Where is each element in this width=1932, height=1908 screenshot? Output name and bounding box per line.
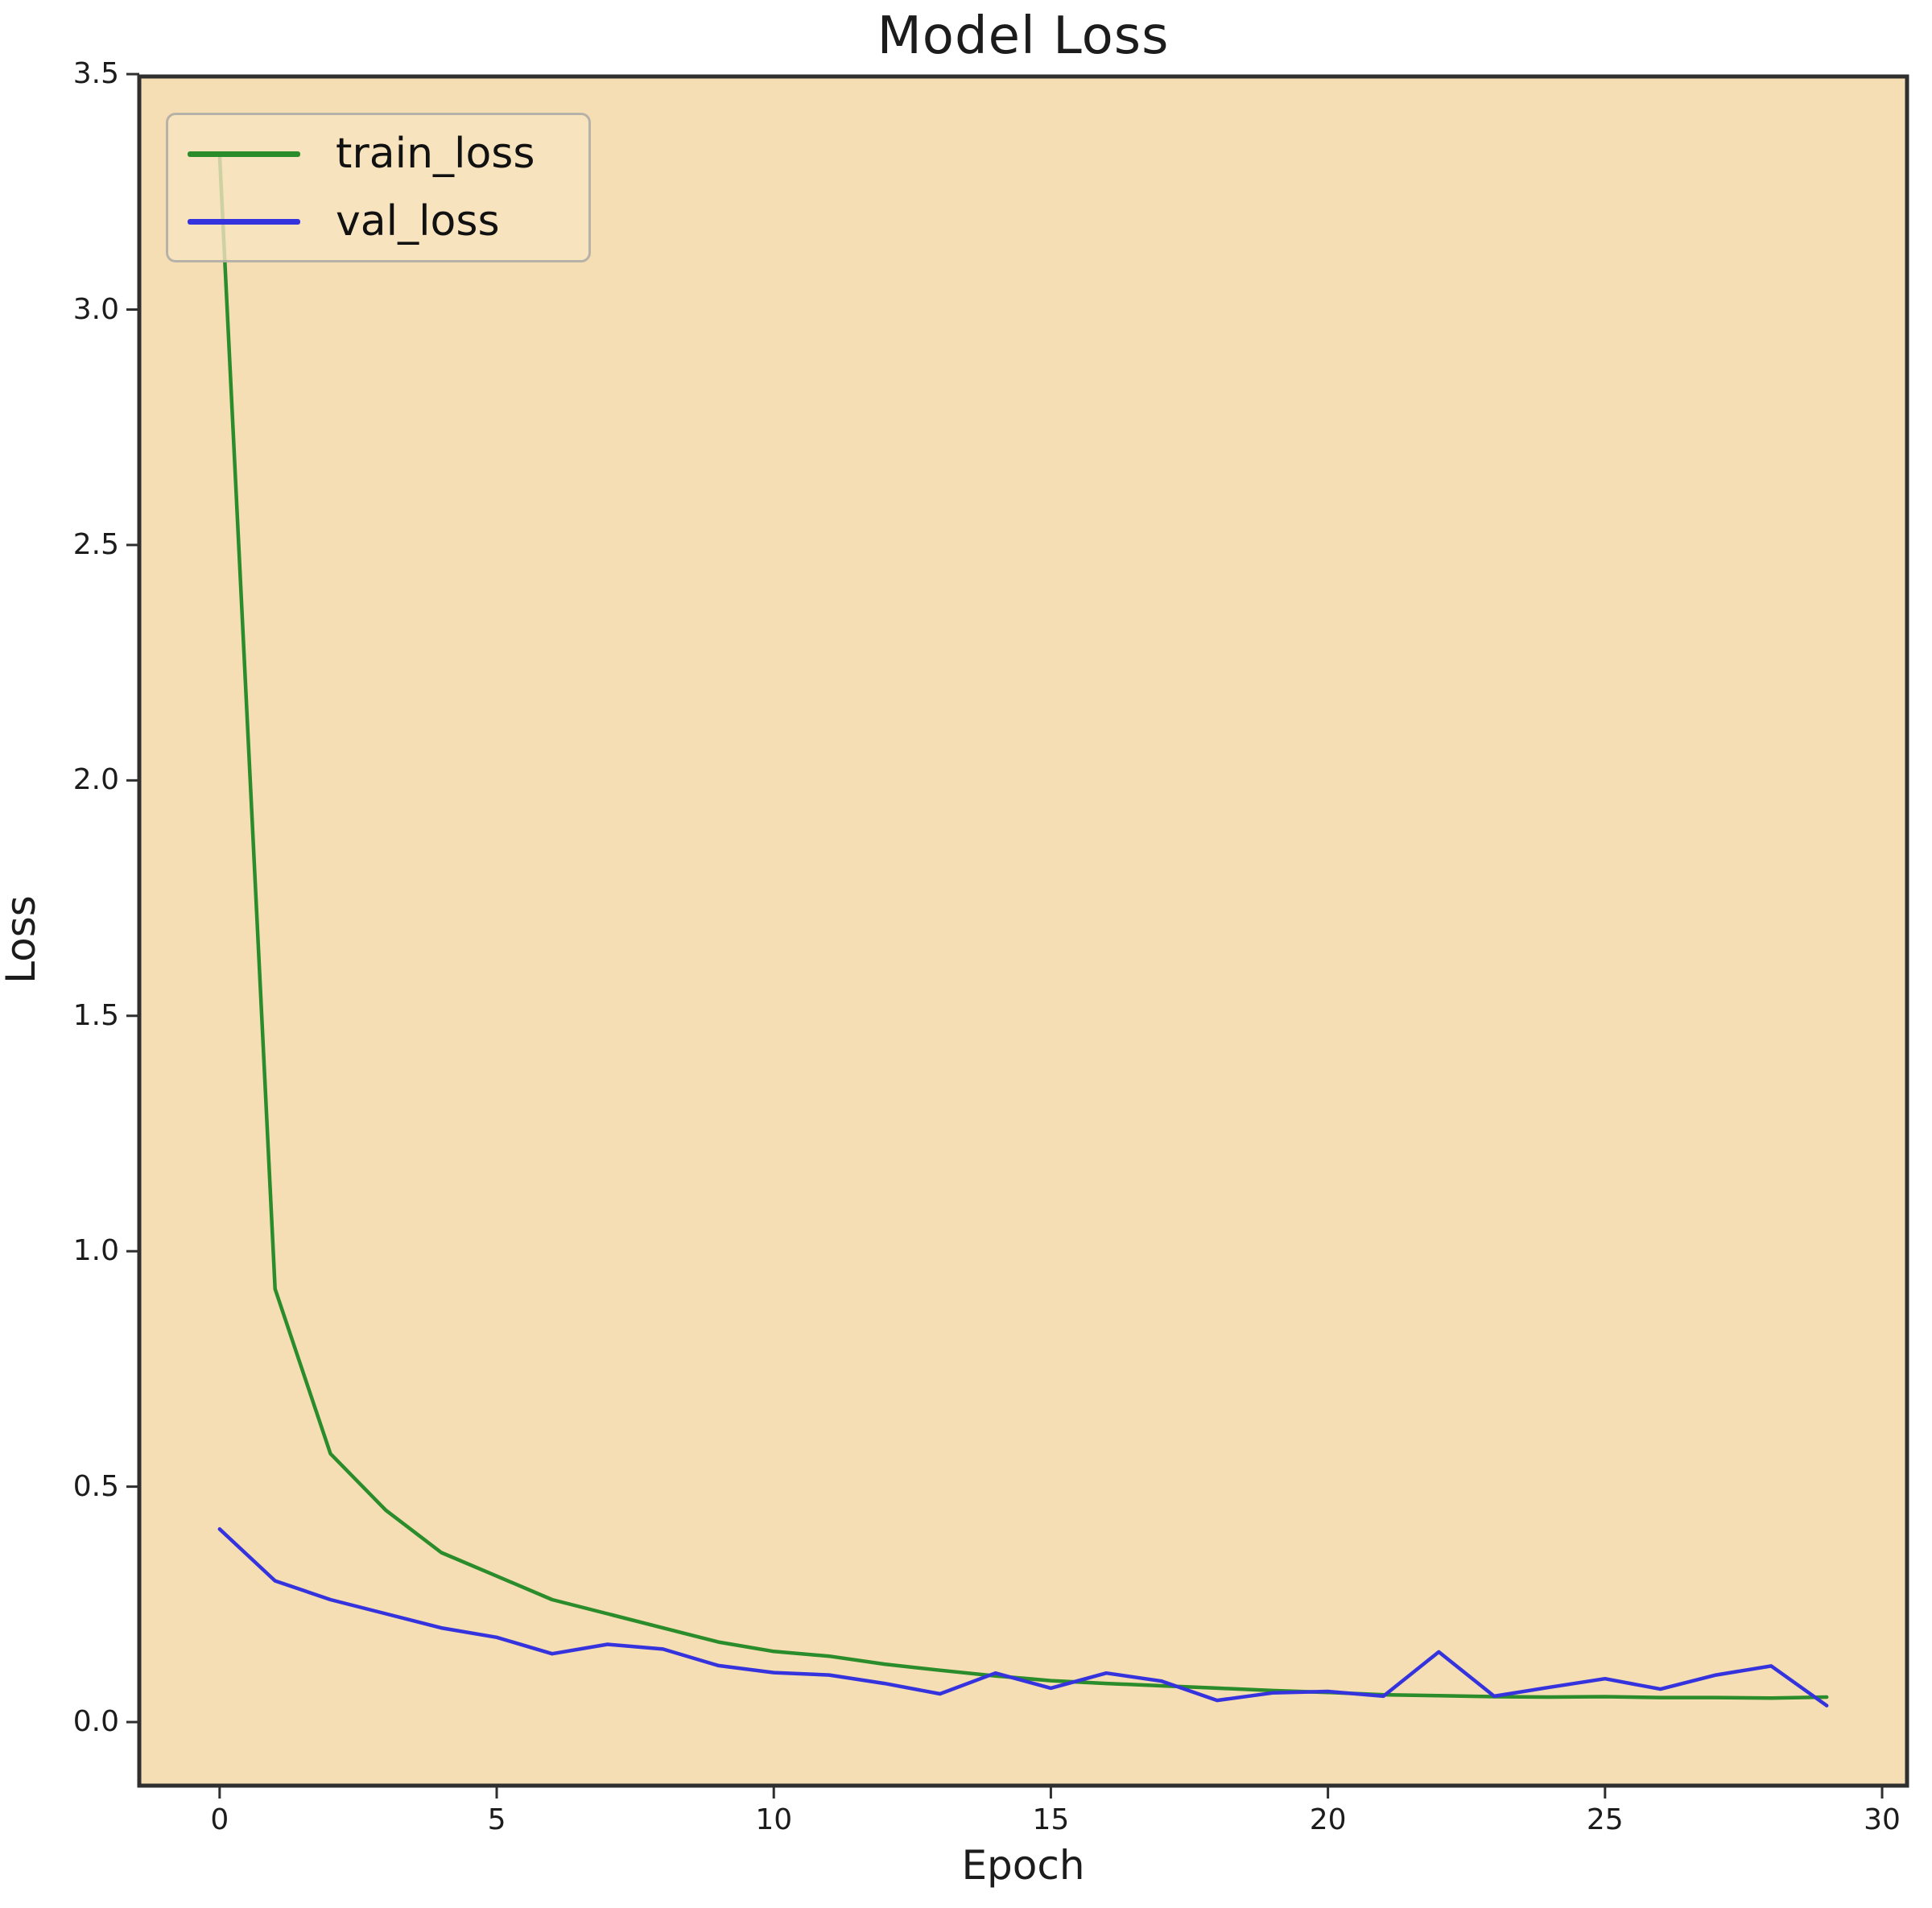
x-axis-label: Epoch: [961, 1842, 1085, 1889]
y-tick-label: 2.0: [72, 763, 119, 797]
y-axis-label: Loss: [0, 895, 44, 984]
x-tick-label: 10: [755, 1803, 793, 1836]
y-tick-label: 3.5: [72, 57, 119, 91]
legend-item-val-loss: val_loss: [168, 200, 588, 242]
val-loss-line-swatch: [188, 218, 300, 225]
y-tick-label: 2.5: [72, 527, 119, 561]
y-tick-label: 3.0: [72, 292, 119, 326]
x-tick-label: 5: [487, 1803, 506, 1836]
legend: train_loss val_loss: [166, 113, 591, 262]
legend-label-train-loss: train_loss: [336, 130, 535, 178]
chart-title: Model Loss: [877, 6, 1170, 66]
x-tick-label: 30: [1864, 1803, 1901, 1836]
train-loss-line-swatch: [188, 151, 300, 157]
y-tick-label: 1.5: [72, 998, 119, 1032]
legend-item-train-loss: train_loss: [168, 133, 588, 175]
y-tick-label: 1.0: [72, 1234, 119, 1268]
y-tick-label: 0.5: [72, 1469, 119, 1503]
legend-label-val-loss: val_loss: [336, 197, 500, 246]
x-tick-label: 20: [1309, 1803, 1347, 1836]
x-tick-label: 25: [1586, 1803, 1624, 1836]
y-tick-label: 0.0: [72, 1705, 119, 1739]
x-tick-label: 15: [1032, 1803, 1070, 1836]
x-tick-label: 0: [210, 1803, 229, 1836]
